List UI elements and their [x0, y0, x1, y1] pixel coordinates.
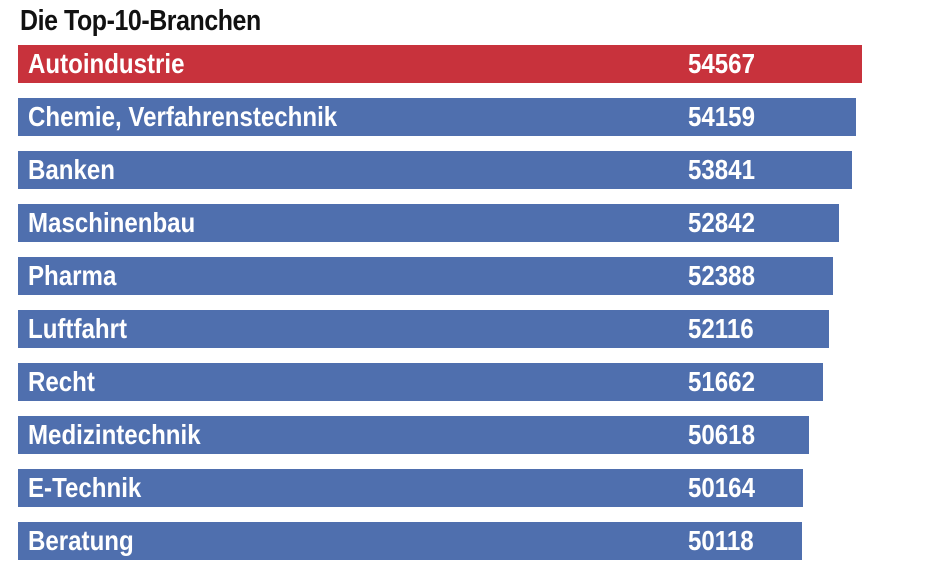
bar: Banken 53841 — [18, 151, 852, 189]
bar: Pharma 52388 — [18, 257, 833, 295]
bar-category-label: Maschinenbau — [28, 207, 196, 238]
bar-value-label: 54567 — [688, 48, 755, 79]
bar-value-label: 52842 — [688, 207, 755, 238]
bar-value-label: 52116 — [688, 313, 754, 344]
bar-value-label: 54159 — [688, 101, 755, 132]
bar-value-label: 51662 — [688, 366, 755, 397]
bar: Autoindustrie 54567 — [18, 45, 862, 83]
bar-category-label: Pharma — [28, 260, 117, 291]
bar-category-label: Medizintechnik — [28, 419, 201, 450]
bar: Beratung 50118 — [18, 522, 802, 560]
bar: Chemie, Verfahrenstechnik 54159 — [18, 98, 856, 136]
bar-category-label: Beratung — [28, 525, 134, 556]
bar-category-label: E-Technik — [28, 472, 142, 503]
bar: Luftfahrt 52116 — [18, 310, 829, 348]
bar-category-label: Autoindustrie — [28, 48, 185, 79]
bar-value-label: 53841 — [688, 154, 755, 185]
bar-value-label: 50618 — [688, 419, 755, 450]
bar-category-label: Banken — [28, 154, 115, 185]
bar-category-label: Chemie, Verfahrenstechnik — [28, 101, 338, 132]
bar-category-label: Recht — [28, 366, 95, 397]
bar: E-Technik 50164 — [18, 469, 803, 507]
chart-title: Die Top-10-Branchen — [20, 5, 261, 37]
bar: Recht 51662 — [18, 363, 823, 401]
bar: Medizintechnik 50618 — [18, 416, 809, 454]
bar-value-label: 50164 — [688, 472, 755, 503]
bar-category-label: Luftfahrt — [28, 313, 127, 344]
bar-value-label: 52388 — [688, 260, 755, 291]
bar-value-label: 50118 — [688, 525, 754, 556]
bar: Maschinenbau 52842 — [18, 204, 839, 242]
